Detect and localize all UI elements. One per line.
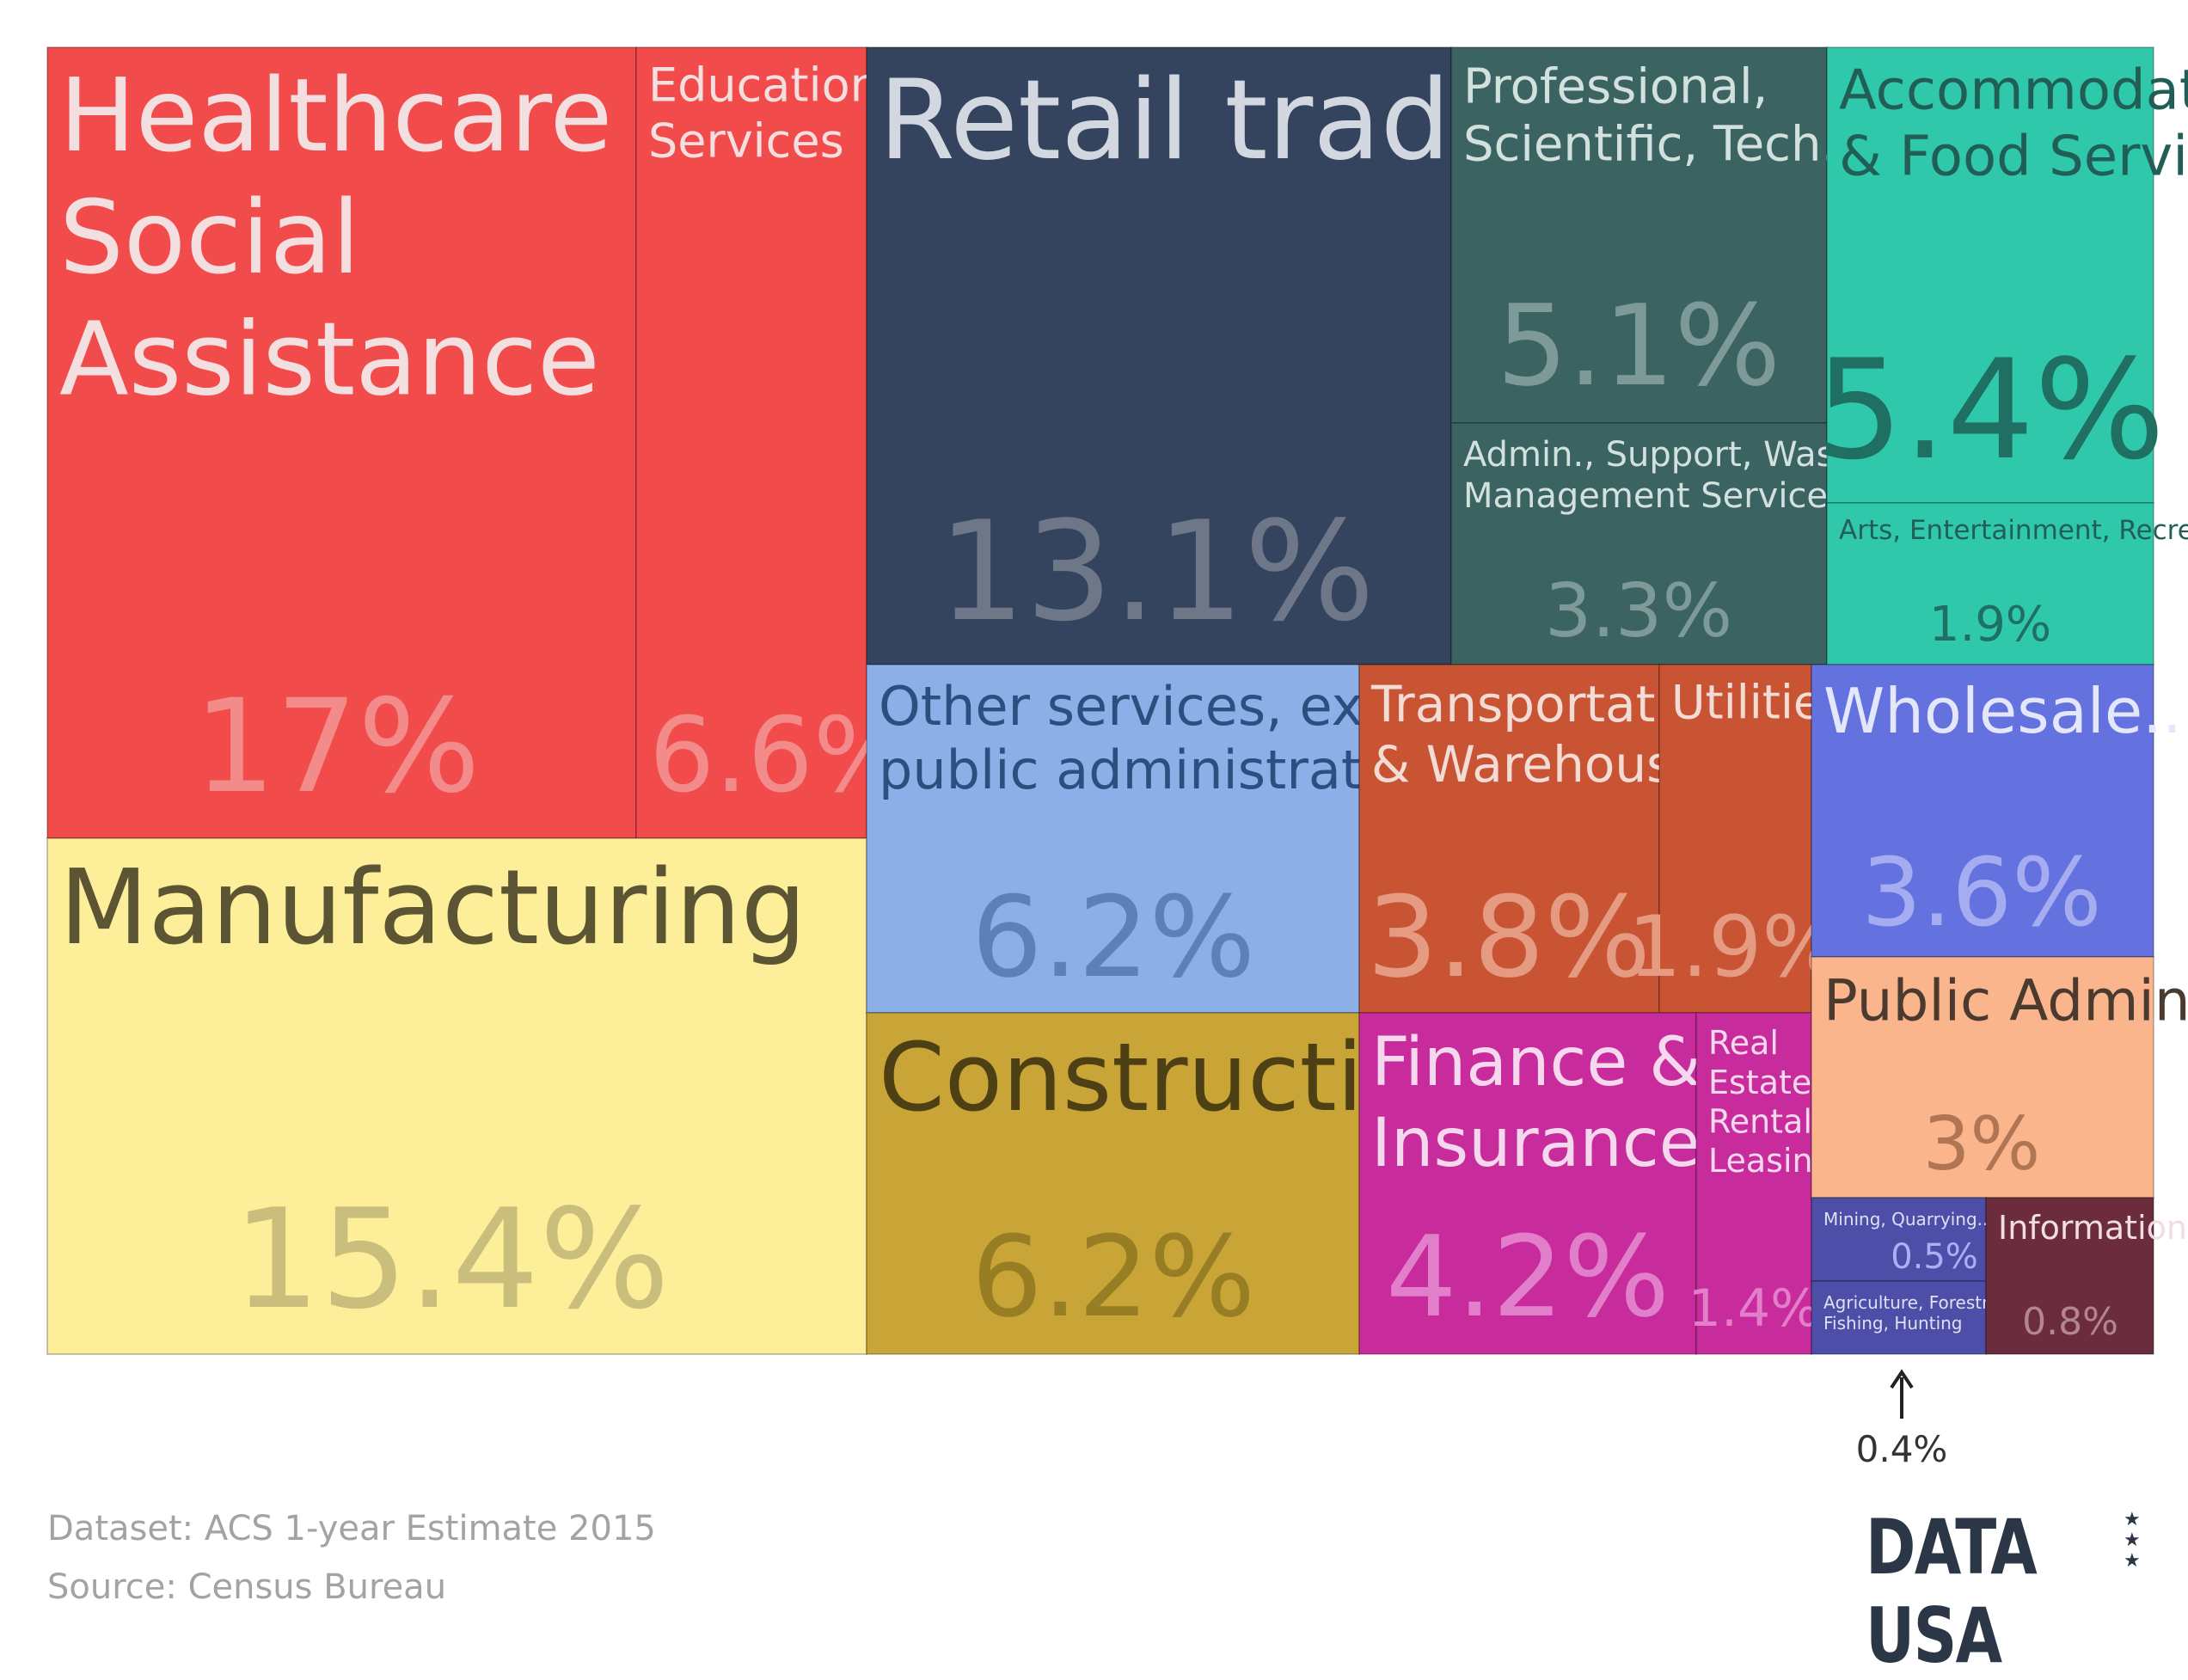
tile-accommodation-food-service[interactable]: Accommodation& Food Service 5.4% [1816, 46, 2188, 504]
tile-rect-finance-insurance [1358, 1012, 1697, 1355]
tile-rect-information [1985, 1197, 2154, 1355]
tile-rect-other-services-except-public-administration [866, 664, 1360, 1014]
callout-arrow-icon [1890, 1369, 1914, 1419]
tile-value-mining-quarrying: 0.5% [1891, 1237, 1978, 1277]
logo-stars-icon: ★ ★ ★ [2124, 1509, 2141, 1572]
tile-rect-public-admin [1811, 956, 2154, 1199]
tile-rect-manufacturing [46, 837, 867, 1355]
tile-value-public-admin: 3% [1923, 1101, 2040, 1187]
tile-value-information: 0.8% [2022, 1300, 2118, 1344]
tile-label-arts-entertainment-recreation: Arts, Entertainment, Recreation [1839, 515, 2188, 546]
tile-rect-retail-trade [866, 46, 1452, 665]
tile-value-professional-scientific-tech: 5.1% [1497, 280, 1780, 411]
tile-other-services-except-public-administration[interactable]: Other services, except public administrat… [866, 664, 1479, 1014]
tile-value-accommodation-food-service: 5.4% [1816, 329, 2165, 490]
tile-retail-trade[interactable]: Retail trade 13.1% [866, 46, 1518, 665]
source-caption: Source: Census Bureau [47, 1567, 447, 1607]
tile-value-utilities: 1.9% [1628, 898, 1842, 996]
tile-manufacturing[interactable]: Manufacturing 15.4% [46, 837, 867, 1355]
tile-value-arts-entertainment-recreation: 1.9% [1929, 597, 2051, 653]
tile-finance-insurance[interactable]: Finance & Insurance 4.2% [1358, 1012, 1701, 1355]
tile-value-retail-trade: 13.1% [938, 491, 1375, 652]
tile-rect-wholesale [1811, 664, 2154, 958]
tile-label-finance-insurance: Finance & Insurance [1371, 1024, 1701, 1182]
tile-rect-mining-quarrying [1811, 1197, 1987, 1282]
tile-rect-agriculture-forestry-fishing-hunting [1811, 1280, 1987, 1355]
tile-value-real-estate-rental-leasing: 1.4% [1688, 1278, 1819, 1339]
tile-healthcare-social-assistance[interactable]: Healthcare & Social Assistance 17% [46, 46, 724, 839]
data-usa-logo: DATA USA ★ ★ ★ [1866, 1503, 2141, 1680]
tile-rect-admin-support-waste-management-services [1450, 422, 1828, 665]
tile-rect-transportation-warehousing [1358, 664, 1660, 1014]
tile-value-healthcare-social-assistance: 17% [193, 672, 480, 822]
tile-rect-educational-services [635, 46, 867, 839]
tile-rect-arts-entertainment-recreation [1826, 502, 2154, 665]
tile-value-finance-insurance: 4.2% [1386, 1211, 1670, 1342]
tile-label-information: Information [1998, 1209, 2187, 1247]
tile-label-mining-quarrying: Mining, Quarrying... [1823, 1209, 1994, 1229]
tile-admin-support-waste-management-services[interactable]: Admin., Support, Waste Management Service… [1450, 422, 1869, 665]
tile-agriculture-forestry-fishing-hunting[interactable]: Agriculture, Forestry, Fishing, Hunting [1811, 1280, 2005, 1355]
tile-public-admin[interactable]: Public Admin. 3% [1811, 956, 2188, 1199]
tile-label-retail-trade: Retail trade [879, 57, 1518, 185]
tile-label-professional-scientific-tech: Professional, Scientific, Tech... [1463, 58, 1867, 172]
tile-label-agriculture-forestry-fishing-hunting: Agriculture, Forestry, Fishing, Hunting [1823, 1292, 2005, 1334]
tile-mining-quarrying[interactable]: Mining, Quarrying... 0.5% [1811, 1197, 1994, 1282]
dataset-caption: Dataset: ACS 1-year Estimate 2015 [47, 1509, 656, 1548]
tile-rect-utilities [1658, 664, 1812, 1014]
tile-wholesale[interactable]: Wholesale... 3.6% [1811, 664, 2188, 958]
tile-professional-scientific-tech[interactable]: Professional, Scientific, Tech... 5.1% [1450, 46, 1867, 424]
tile-label-healthcare-social-assistance: Healthcare & Social Assistance [59, 56, 724, 418]
tile-value-construction: 6.2% [971, 1211, 1255, 1342]
tile-information[interactable]: Information 0.8% [1985, 1197, 2187, 1355]
tile-label-wholesale: Wholesale... [1823, 675, 2188, 747]
tile-label-public-admin: Public Admin. [1823, 967, 2188, 1033]
tile-value-manufacturing: 15.4% [233, 1179, 670, 1340]
treemap-chart: Healthcare & Social Assistance17%Education… [46, 46, 2188, 1470]
callout-label: 0.4% [1856, 1428, 1948, 1470]
tile-label-accommodation-food-service: Accommodation& Food Service [1839, 59, 2188, 189]
tile-rect-healthcare-social-assistance [46, 46, 637, 839]
tile-value-other-services-except-public-administration: 6.2% [971, 872, 1255, 1002]
tile-label-admin-support-waste-management-services: Admin., Support, Waste Management Service… [1463, 435, 1869, 516]
tile-value-wholesale: 3.6% [1861, 837, 2101, 947]
tile-arts-entertainment-recreation[interactable]: Arts, Entertainment, Recreation 1.9% [1826, 502, 2188, 665]
tile-rect-real-estate-rental-leasing [1695, 1012, 1812, 1355]
tile-value-transportation-warehousing: 3.8% [1367, 872, 1651, 1002]
tile-value-admin-support-waste-management-services: 3.3% [1545, 568, 1733, 654]
tile-rect-construction [866, 1012, 1360, 1355]
tile-label-manufacturing: Manufacturing [59, 849, 806, 968]
